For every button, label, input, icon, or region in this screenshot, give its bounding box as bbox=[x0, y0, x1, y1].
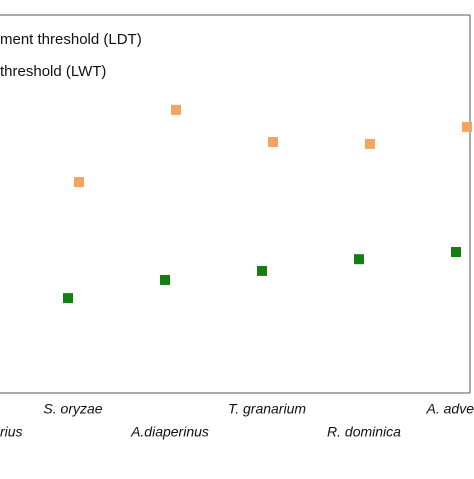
data-point bbox=[257, 265, 267, 276]
data-point bbox=[268, 137, 278, 148]
x-tick-label: R. dominica bbox=[327, 424, 401, 440]
data-point bbox=[171, 104, 181, 115]
x-tick-label: S. oryzae bbox=[43, 401, 102, 417]
x-tick-label: A. adve bbox=[426, 401, 474, 417]
x-tick-label: rius bbox=[0, 424, 23, 440]
data-point bbox=[160, 274, 170, 285]
data-point bbox=[462, 121, 472, 132]
legend-label: ment threshold (LDT) bbox=[0, 31, 142, 48]
data-point bbox=[354, 254, 364, 265]
legend-label: threshold (LWT) bbox=[0, 63, 106, 80]
x-tick-label: A.diaperinus bbox=[130, 424, 209, 440]
data-point bbox=[451, 247, 461, 258]
x-tick-label: T. granarium bbox=[228, 401, 306, 417]
data-point bbox=[365, 138, 375, 149]
data-point bbox=[63, 293, 73, 304]
data-point bbox=[74, 177, 84, 188]
